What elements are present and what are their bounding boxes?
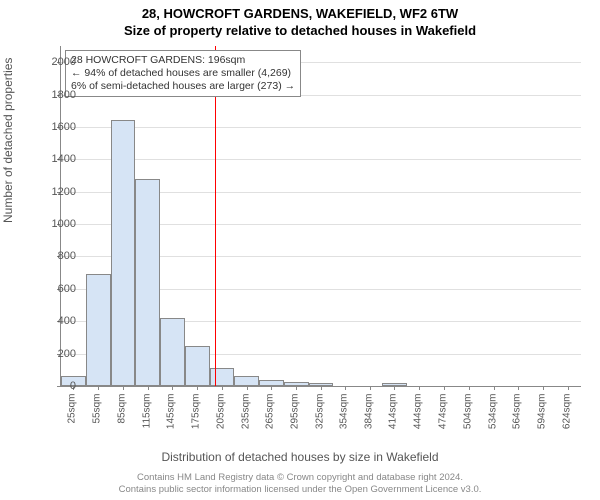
ytick-label: 0 [36, 380, 76, 392]
info-box-line: 28 HOWCROFT GARDENS: 196sqm [71, 54, 295, 67]
xtick-mark [568, 386, 569, 390]
ytick-label: 1800 [36, 89, 76, 101]
ytick-label: 1600 [36, 121, 76, 133]
xtick-label: 354sqm [338, 394, 349, 444]
gridline [61, 159, 581, 160]
xtick-label: 295sqm [290, 394, 301, 444]
title-main: 28, HOWCROFT GARDENS, WAKEFIELD, WF2 6TW [0, 0, 600, 21]
xtick-mark [370, 386, 371, 390]
info-box-line: 6% of semi-detached houses are larger (2… [71, 80, 295, 93]
xtick-mark [296, 386, 297, 390]
histogram-bar [135, 179, 160, 386]
histogram-bar [185, 346, 210, 386]
histogram-bar [210, 368, 235, 386]
ytick-label: 400 [36, 315, 76, 327]
xtick-mark [271, 386, 272, 390]
xtick-label: 115sqm [141, 394, 152, 444]
footer: Contains HM Land Registry data © Crown c… [0, 472, 600, 496]
xtick-label: 564sqm [512, 394, 523, 444]
xtick-label: 25sqm [67, 394, 78, 444]
histogram-bar [86, 274, 111, 386]
ytick-label: 600 [36, 283, 76, 295]
gridline [61, 127, 581, 128]
xtick-mark [518, 386, 519, 390]
plot-wrap: 28 HOWCROFT GARDENS: 196sqm← 94% of deta… [60, 46, 580, 386]
info-box-line: ← 94% of detached houses are smaller (4,… [71, 67, 295, 80]
xtick-label: 175sqm [191, 394, 202, 444]
xtick-mark [123, 386, 124, 390]
xtick-mark [345, 386, 346, 390]
title-sub: Size of property relative to detached ho… [0, 21, 600, 38]
xtick-label: 444sqm [413, 394, 424, 444]
ytick-label: 1400 [36, 153, 76, 165]
chart-container: 28, HOWCROFT GARDENS, WAKEFIELD, WF2 6TW… [0, 0, 600, 500]
xtick-mark [172, 386, 173, 390]
xtick-mark [197, 386, 198, 390]
xtick-label: 145sqm [166, 394, 177, 444]
xtick-mark [419, 386, 420, 390]
ytick-label: 1000 [36, 218, 76, 230]
xtick-mark [222, 386, 223, 390]
ytick-label: 200 [36, 348, 76, 360]
xtick-label: 594sqm [537, 394, 548, 444]
xtick-label: 325sqm [315, 394, 326, 444]
xtick-label: 534sqm [487, 394, 498, 444]
ytick-label: 2000 [36, 56, 76, 68]
ytick-label: 1200 [36, 186, 76, 198]
histogram-bar [160, 318, 185, 386]
y-axis-label: Number of detached properties [1, 58, 15, 223]
x-axis-label: Distribution of detached houses by size … [0, 450, 600, 464]
xtick-mark [98, 386, 99, 390]
histogram-bar [234, 376, 259, 386]
plot-area: 28 HOWCROFT GARDENS: 196sqm← 94% of deta… [60, 46, 581, 387]
xtick-label: 474sqm [437, 394, 448, 444]
xtick-label: 504sqm [462, 394, 473, 444]
xtick-label: 624sqm [561, 394, 572, 444]
xtick-label: 384sqm [363, 394, 374, 444]
xtick-label: 235sqm [240, 394, 251, 444]
xtick-label: 205sqm [215, 394, 226, 444]
xtick-mark [543, 386, 544, 390]
xtick-label: 85sqm [116, 394, 127, 444]
xtick-label: 265sqm [265, 394, 276, 444]
histogram-bar [111, 120, 136, 386]
xtick-label: 55sqm [92, 394, 103, 444]
xtick-mark [394, 386, 395, 390]
xtick-mark [494, 386, 495, 390]
info-box: 28 HOWCROFT GARDENS: 196sqm← 94% of deta… [65, 50, 301, 97]
xtick-label: 414sqm [388, 394, 399, 444]
xtick-mark [321, 386, 322, 390]
xtick-mark [148, 386, 149, 390]
xtick-mark [469, 386, 470, 390]
footer-line-1: Contains HM Land Registry data © Crown c… [0, 472, 600, 484]
xtick-mark [444, 386, 445, 390]
footer-line-2: Contains public sector information licen… [0, 484, 600, 496]
ytick-label: 800 [36, 250, 76, 262]
xtick-mark [247, 386, 248, 390]
